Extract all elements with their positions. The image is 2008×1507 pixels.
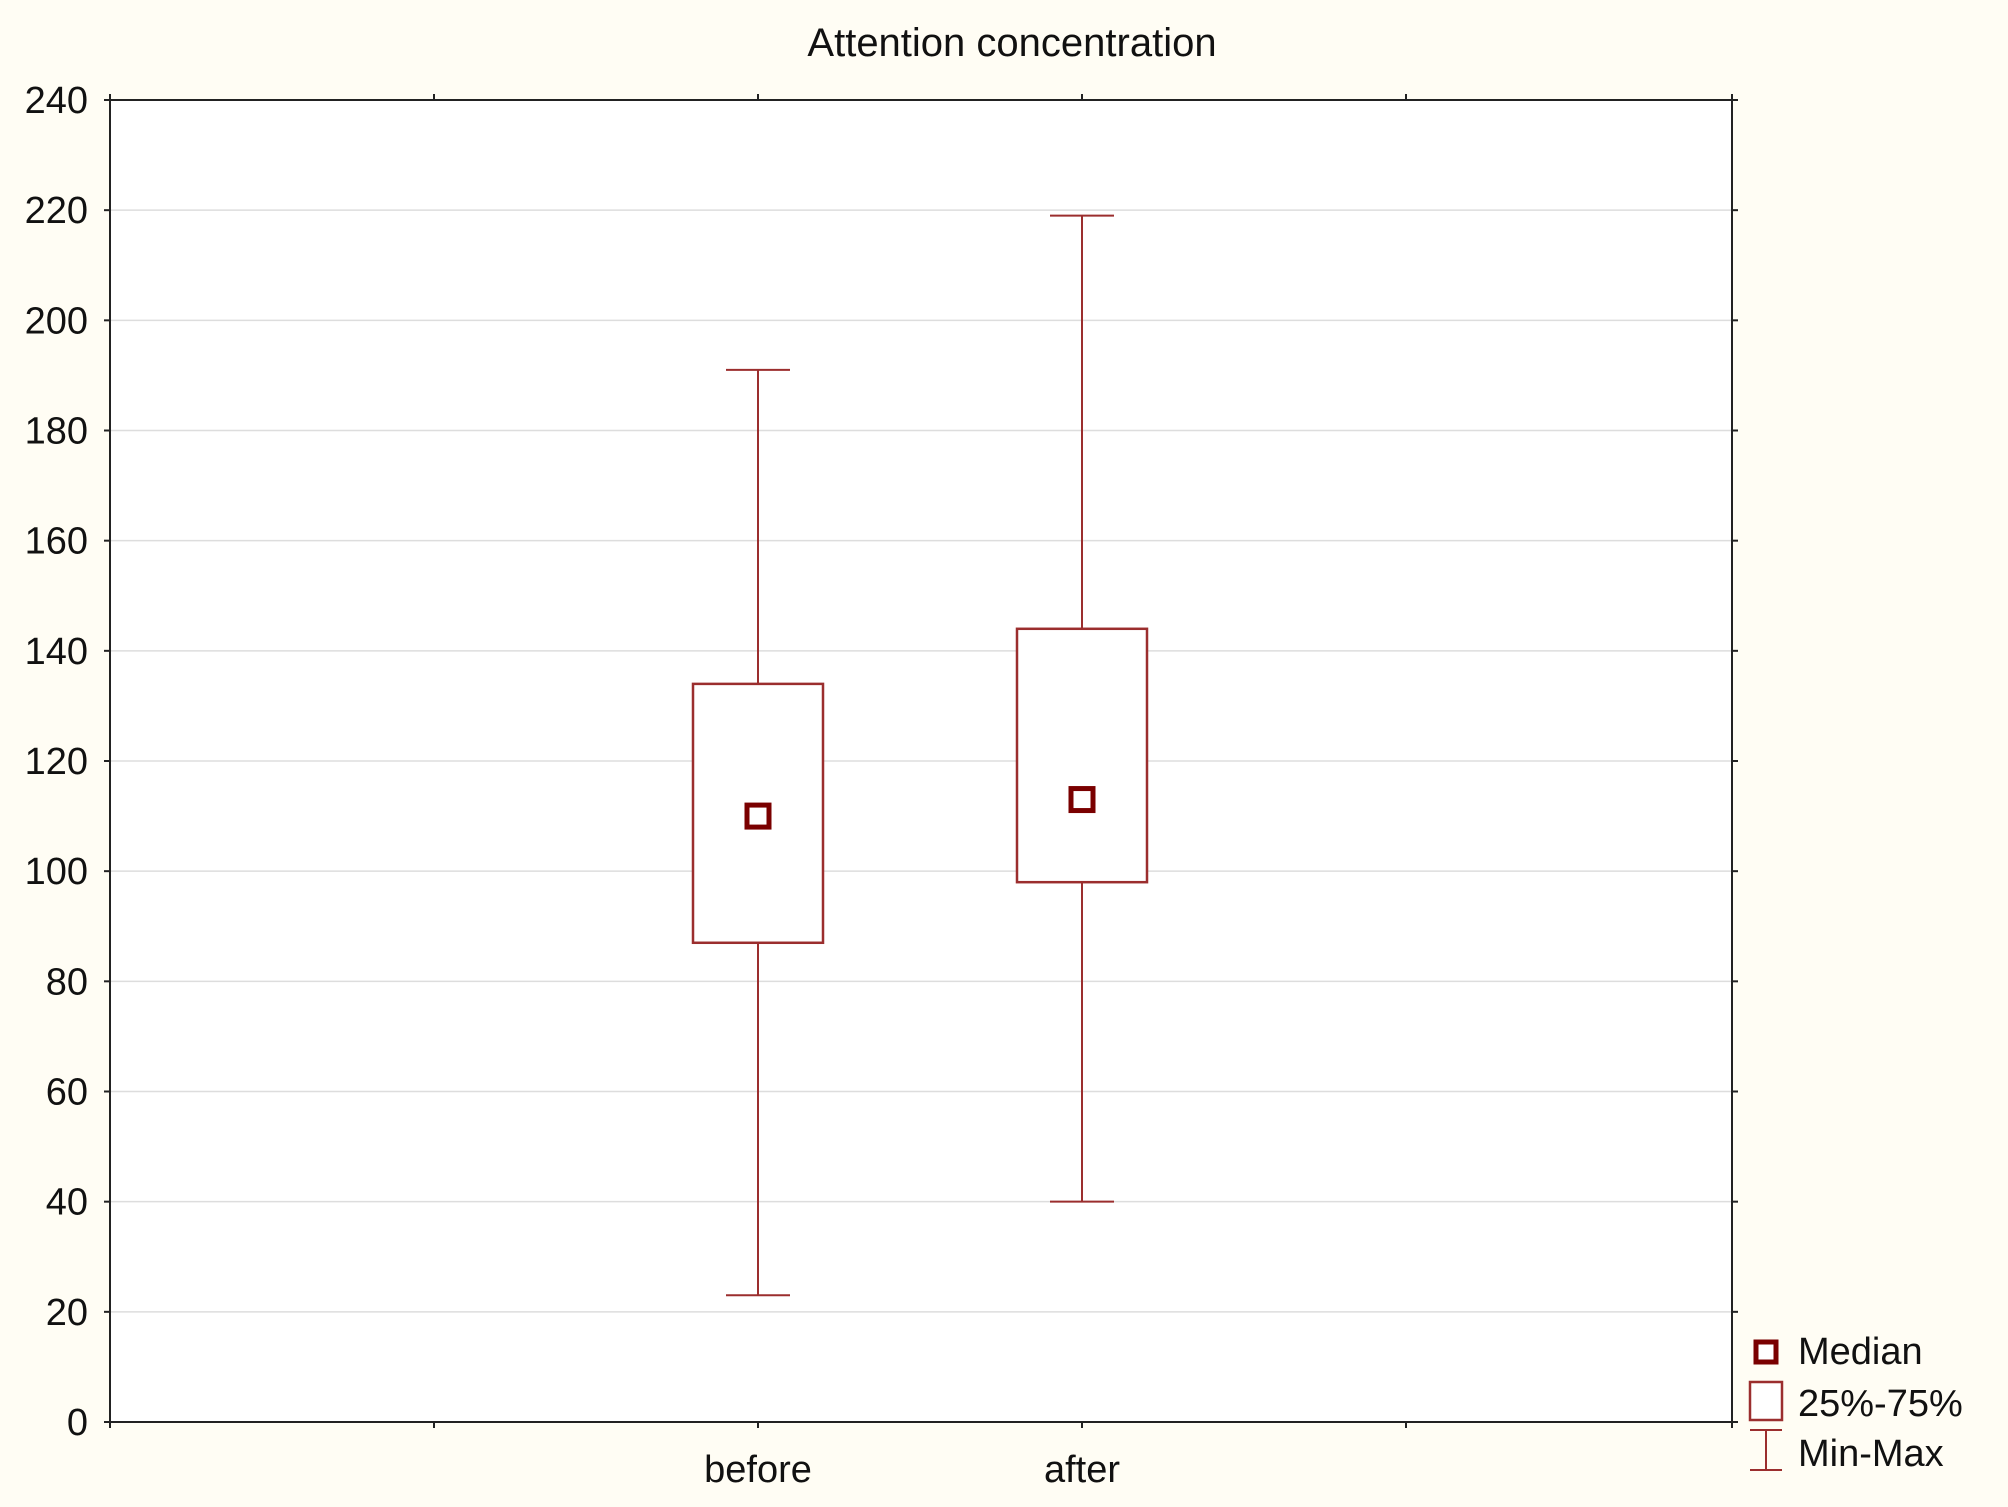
legend-label-box: 25%-75% (1798, 1383, 1963, 1425)
legend-item-whisker: Min-Max (1750, 1429, 1944, 1475)
y-tick-label-0: 0 (67, 1402, 88, 1444)
legend-item-box: 25%-75% (1748, 1380, 1963, 1425)
y-tick-label-160: 160 (25, 521, 88, 563)
y-tick-label-220: 220 (25, 190, 88, 232)
y-tick-label-240: 240 (25, 80, 88, 122)
legend-median-icon (1753, 1339, 1779, 1365)
box-group-before (691, 368, 825, 1297)
legend-label-whisker: Min-Max (1798, 1433, 1944, 1475)
y-tick-label-60: 60 (46, 1072, 88, 1114)
y-tick-label-100: 100 (25, 851, 88, 893)
box-group-after (1015, 214, 1149, 1203)
x-tick-label-after: after (1044, 1449, 1120, 1491)
median-marker-before (744, 802, 772, 830)
chart-title: Attention concentration (807, 21, 1216, 65)
legend-box-icon (1748, 1380, 1784, 1422)
y-tick-label-200: 200 (25, 300, 88, 342)
x-tick-label-before: before (704, 1449, 812, 1491)
y-tick-label-40: 40 (46, 1182, 88, 1224)
y-tick-label-80: 80 (46, 961, 88, 1003)
y-tick-label-180: 180 (25, 411, 88, 453)
iqr-box-after (1015, 627, 1149, 884)
y-tick-label-140: 140 (25, 631, 88, 673)
legend-item-median: Median (1753, 1331, 1923, 1373)
y-tick-label-120: 120 (25, 741, 88, 783)
median-marker-after (1068, 786, 1096, 814)
legend-label-median: Median (1798, 1331, 1923, 1373)
y-tick-label-20: 20 (46, 1292, 88, 1334)
